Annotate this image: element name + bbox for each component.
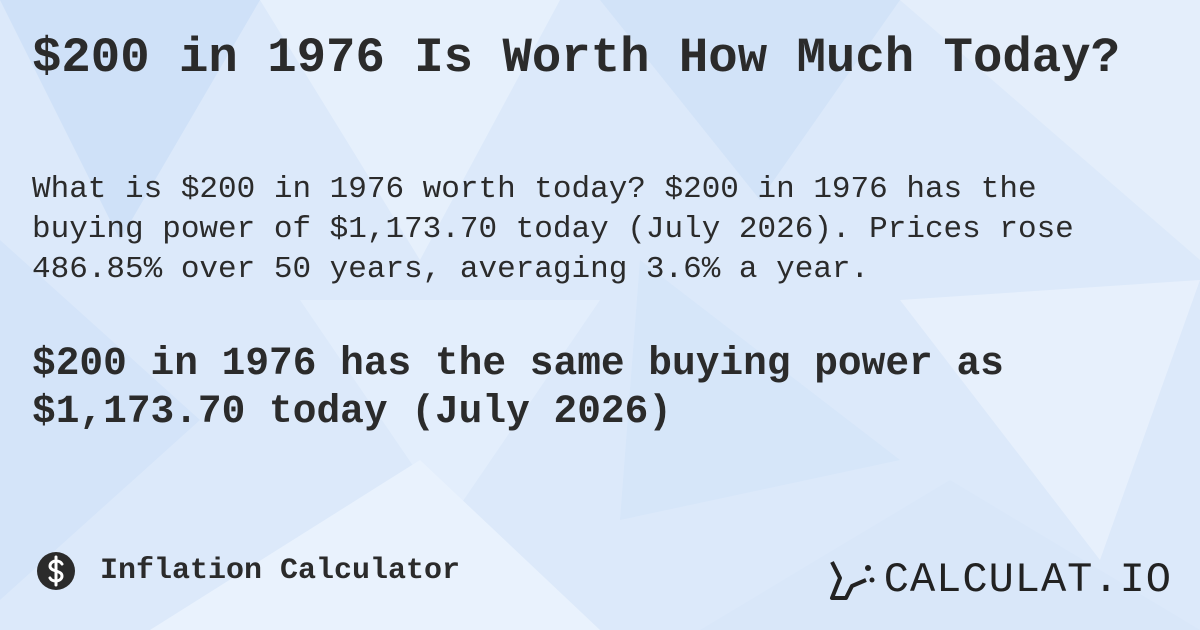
title: $200 in 1976 Is Worth How Much Today? xyxy=(32,30,1120,86)
highlight: $200 in 1976 has the same buying power a… xyxy=(32,341,1004,434)
brand: CALCULAT.IO xyxy=(826,556,1172,604)
footer: Inflation Calculator xyxy=(36,550,460,592)
dollar-icon xyxy=(37,552,75,590)
brand-name: CALCULAT.IO xyxy=(883,556,1172,604)
footer-label: Inflation Calculator xyxy=(100,554,461,588)
brand-icon xyxy=(829,561,875,600)
description: What is $200 in 1976 worth today? $200 i… xyxy=(32,172,1074,287)
